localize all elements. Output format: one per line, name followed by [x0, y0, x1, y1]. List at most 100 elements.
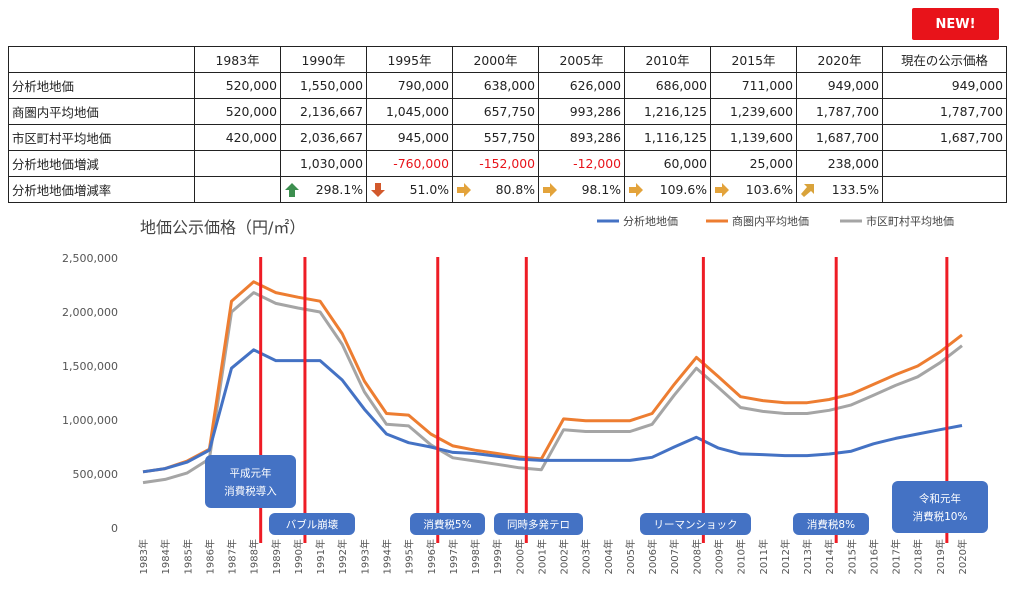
event-label-box: バブル崩壊	[269, 513, 355, 535]
event-label-box: 同時多発テロ	[494, 513, 583, 535]
table-cell	[194, 176, 281, 203]
y-tick-label: 2,500,000	[62, 252, 118, 265]
table-cell: 1,687,700	[882, 124, 1007, 151]
table-cell: 1,239,600	[710, 98, 797, 125]
table-cell	[194, 150, 281, 177]
x-tick-label: 1996年	[425, 539, 438, 574]
x-tick-label: 1999年	[491, 539, 504, 574]
x-tick-label: 2010年	[735, 539, 748, 574]
table-cell: 80.8%	[452, 176, 539, 203]
event-label: バブル崩壊	[286, 518, 339, 531]
x-tick-label: 1988年	[248, 539, 261, 574]
x-tick-label: 1986年	[203, 539, 216, 574]
x-tick-label: 2014年	[823, 539, 836, 574]
row-label: 分析地地価増減	[8, 150, 195, 177]
y-tick-label: 2,000,000	[62, 306, 118, 319]
table-cell: 1,550,000	[280, 72, 367, 99]
table-cell: 790,000	[366, 72, 453, 99]
header-cell	[8, 46, 195, 73]
table-cell: 893,286	[538, 124, 625, 151]
table-row: 分析地地価増減率 298.1% 51.0% 80.8% 98.1% 109.6% 103.6…	[8, 176, 1007, 203]
header-cell: 1990年	[280, 46, 367, 73]
header-cell: 2000年	[452, 46, 539, 73]
legend-label: 分析地地価	[623, 214, 678, 228]
event-label-box: 消費税8%	[793, 513, 869, 535]
series-line	[142, 280, 963, 474]
table-cell: 1,045,000	[366, 98, 453, 125]
table-cell: 298.1%	[280, 176, 367, 203]
table-cell: 25,000	[710, 150, 797, 177]
row-label: 商圏内平均地価	[8, 98, 195, 125]
x-tick-label: 1987年	[226, 539, 239, 574]
event-label: 消費税5%	[423, 518, 471, 531]
chart-title: 地価公示価格（円/㎡）	[140, 218, 305, 237]
new-badge[interactable]: NEW!	[912, 8, 999, 40]
arrow-right-icon	[457, 183, 471, 197]
x-tick-label: 2003年	[580, 539, 593, 574]
x-tick-label: 1995年	[403, 539, 416, 574]
land-price-chart: 地価公示価格（円/㎡） 分析地地価 商圏内平均地価 市区町村平均地価 0 500,00…	[62, 214, 988, 574]
series-layer	[142, 280, 963, 485]
table-row: 市区町村平均地価 420,000 2,036,667 945,000 557,750 89…	[8, 124, 1007, 151]
table-cell: 711,000	[710, 72, 797, 99]
event-box-bg	[494, 513, 583, 535]
event-box-bg	[205, 455, 296, 508]
x-tick-label: 1984年	[159, 539, 172, 574]
x-tick-label: 1985年	[181, 539, 194, 574]
table-cell: 1,216,125	[624, 98, 711, 125]
header-cell: 現在の公示価格	[882, 46, 1007, 73]
legend-label: 商圏内平均地価	[732, 214, 809, 228]
table-cell: 2,136,667	[280, 98, 367, 125]
table-cell: 133.5%	[796, 176, 883, 203]
x-tick-label: 1990年	[292, 539, 305, 574]
event-label: 同時多発テロ	[507, 518, 570, 531]
table-header-row: 1983年 1990年 1995年 2000年 2005年 2010年 2015…	[8, 46, 1007, 73]
x-tick-label: 1998年	[469, 539, 482, 574]
x-tick-label: 2005年	[624, 539, 637, 574]
arrow-right-icon	[543, 183, 557, 197]
x-tick-label: 2020年	[956, 539, 969, 574]
table-cell: 945,000	[366, 124, 453, 151]
price-summary-table: 1983年 1990年 1995年 2000年 2005年 2010年 2015…	[8, 46, 1007, 203]
header-cell: 1983年	[194, 46, 281, 73]
x-tick-label: 2019年	[934, 539, 947, 574]
table-row: 分析地地価 520,000 1,550,000 790,000 638,000 626,0…	[8, 72, 1007, 99]
table-cell	[882, 176, 1007, 203]
x-tick-label: 2015年	[845, 539, 858, 574]
table-cell: 520,000	[194, 72, 281, 99]
table-cell: -12,000	[538, 150, 625, 177]
table-cell: 1,139,600	[710, 124, 797, 151]
table-cell: 109.6%	[624, 176, 711, 203]
row-label: 市区町村平均地価	[8, 124, 195, 151]
arrow-up-icon	[285, 183, 299, 197]
x-tick-label: 2016年	[867, 539, 880, 574]
x-tick-label: 2008年	[690, 539, 703, 574]
x-tick-label: 1983年	[137, 539, 150, 574]
arrow-right-icon	[629, 183, 643, 197]
row-label: 分析地地価	[8, 72, 195, 99]
event-label: 消費税10%	[913, 510, 968, 523]
table-cell: -760,000	[366, 150, 453, 177]
table-cell: 1,687,700	[796, 124, 883, 151]
x-tick-label: 2002年	[558, 539, 571, 574]
arrow-up-right-icon	[801, 184, 814, 197]
x-tick-label: 1997年	[447, 539, 460, 574]
table-cell: 238,000	[796, 150, 883, 177]
table-cell	[882, 150, 1007, 177]
row-label: 分析地地価増減率	[8, 176, 195, 203]
table-cell: 520,000	[194, 98, 281, 125]
table-cell: 1,787,700	[796, 98, 883, 125]
header-cell: 1995年	[366, 46, 453, 73]
y-tick-label: 0	[111, 522, 118, 535]
y-tick-label: 1,500,000	[62, 360, 118, 373]
x-tick-label: 2017年	[890, 539, 903, 574]
event-label: 平成元年	[230, 467, 272, 480]
header-cell: 2020年	[796, 46, 883, 73]
event-box-bg	[793, 513, 869, 535]
x-tick-label: 2001年	[535, 539, 548, 574]
event-box-bg	[410, 513, 485, 535]
y-axis: 0 500,000 1,000,000 1,500,000 2,000,000 2,500…	[62, 252, 118, 535]
